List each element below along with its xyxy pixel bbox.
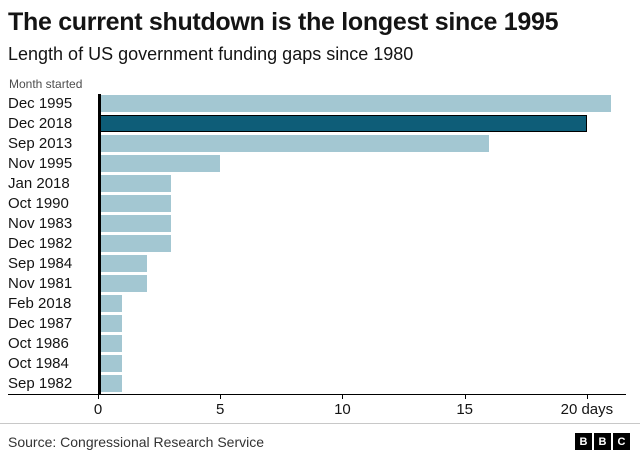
x-axis-tick xyxy=(342,395,344,399)
category-label: Oct 1984 xyxy=(8,355,69,372)
category-label: Oct 1990 xyxy=(8,195,69,212)
category-label: Dec 1987 xyxy=(8,315,73,332)
x-axis-tick xyxy=(220,395,222,399)
chart-card: The current shutdown is the longest sinc… xyxy=(8,8,626,423)
bar-track xyxy=(98,274,626,294)
bar-track xyxy=(98,254,626,274)
category-label: Nov 1983 xyxy=(8,215,73,232)
bar xyxy=(98,135,490,152)
x-axis-tick-label: 10 xyxy=(334,401,351,418)
bbc-logo-letter: C xyxy=(613,433,630,450)
category-label: Feb 2018 xyxy=(8,295,72,312)
bar xyxy=(98,155,221,172)
bar-track xyxy=(98,154,626,174)
bar-row: Dec 1995 xyxy=(8,94,626,114)
bar-track xyxy=(98,134,626,154)
x-axis-tick xyxy=(98,395,99,399)
bar-row: Nov 1983 xyxy=(8,214,626,234)
category-label: Sep 1982 xyxy=(8,375,73,392)
zero-baseline xyxy=(98,94,101,394)
x-axis: 0 5 10 15 20 days xyxy=(94,395,626,423)
bar xyxy=(98,195,172,212)
category-label: Nov 1981 xyxy=(8,275,73,292)
bar-row: Dec 2018 xyxy=(8,114,626,134)
bar-row: Sep 2013 xyxy=(8,134,626,154)
bar-row: Jan 2018 xyxy=(8,174,626,194)
bar xyxy=(98,175,172,192)
bar-row: Oct 1984 xyxy=(8,354,626,374)
bar-row: Nov 1995 xyxy=(8,154,626,174)
bar xyxy=(98,255,147,272)
category-label: Sep 2013 xyxy=(8,135,73,152)
bar xyxy=(98,295,123,312)
y-axis-note: Month started xyxy=(9,77,83,91)
bar-row: Nov 1981 xyxy=(8,274,626,294)
category-label: Sep 1984 xyxy=(8,255,73,272)
bar-track xyxy=(98,334,626,354)
bar-track xyxy=(98,234,626,254)
bar-row: Feb 2018 xyxy=(8,294,626,314)
bar xyxy=(98,355,123,372)
bar xyxy=(98,315,123,332)
category-label: Oct 1986 xyxy=(8,335,69,352)
category-label: Dec 1982 xyxy=(8,235,73,252)
x-axis-tick xyxy=(464,395,466,399)
x-axis-tick xyxy=(586,395,588,399)
category-label: Nov 1995 xyxy=(8,155,73,172)
category-label: Dec 1995 xyxy=(8,95,73,112)
bar-track xyxy=(98,294,626,314)
x-axis-tick-label: 5 xyxy=(216,401,225,418)
bar xyxy=(98,375,123,392)
chart-subtitle: Length of US government funding gaps sin… xyxy=(8,44,414,64)
chart-title: The current shutdown is the longest sinc… xyxy=(8,8,559,36)
bar-track xyxy=(98,374,626,394)
bar-row: Oct 1986 xyxy=(8,334,626,354)
bbc-logo-letter: B xyxy=(594,433,611,450)
x-axis-tick-label: 15 xyxy=(456,401,473,418)
bar-track xyxy=(98,314,626,334)
bar-track xyxy=(98,114,626,134)
bar-highlight xyxy=(98,115,587,132)
bar xyxy=(98,235,172,252)
bar-row: Dec 1982 xyxy=(8,234,626,254)
bar xyxy=(98,95,612,112)
bar-row: Sep 1984 xyxy=(8,254,626,274)
bbc-logo-letter: B xyxy=(575,433,592,450)
bar-track xyxy=(98,194,626,214)
x-axis-tick-label: 20 days xyxy=(560,401,614,418)
bar-track xyxy=(98,94,626,114)
footer: Source: Congressional Research Service B… xyxy=(0,423,640,459)
bar-track xyxy=(98,354,626,374)
bar xyxy=(98,275,147,292)
bar-track xyxy=(98,214,626,234)
bar-chart: Dec 1995 Dec 2018 Sep 2013 Nov 1995 Jan 2018… xyxy=(8,94,626,423)
source-text: Source: Congressional Research Service xyxy=(8,433,265,450)
x-axis-tick-label: 0 xyxy=(93,401,103,418)
bar xyxy=(98,215,172,232)
bar-row: Dec 1987 xyxy=(8,314,626,334)
bar-row: Oct 1990 xyxy=(8,194,626,214)
bar xyxy=(98,335,123,352)
bar-rows: Dec 1995 Dec 2018 Sep 2013 Nov 1995 Jan 2018… xyxy=(8,94,626,395)
bar-track xyxy=(98,174,626,194)
bar-row: Sep 1982 xyxy=(8,374,626,394)
category-label: Jan 2018 xyxy=(8,175,70,192)
category-label: Dec 2018 xyxy=(8,115,73,132)
